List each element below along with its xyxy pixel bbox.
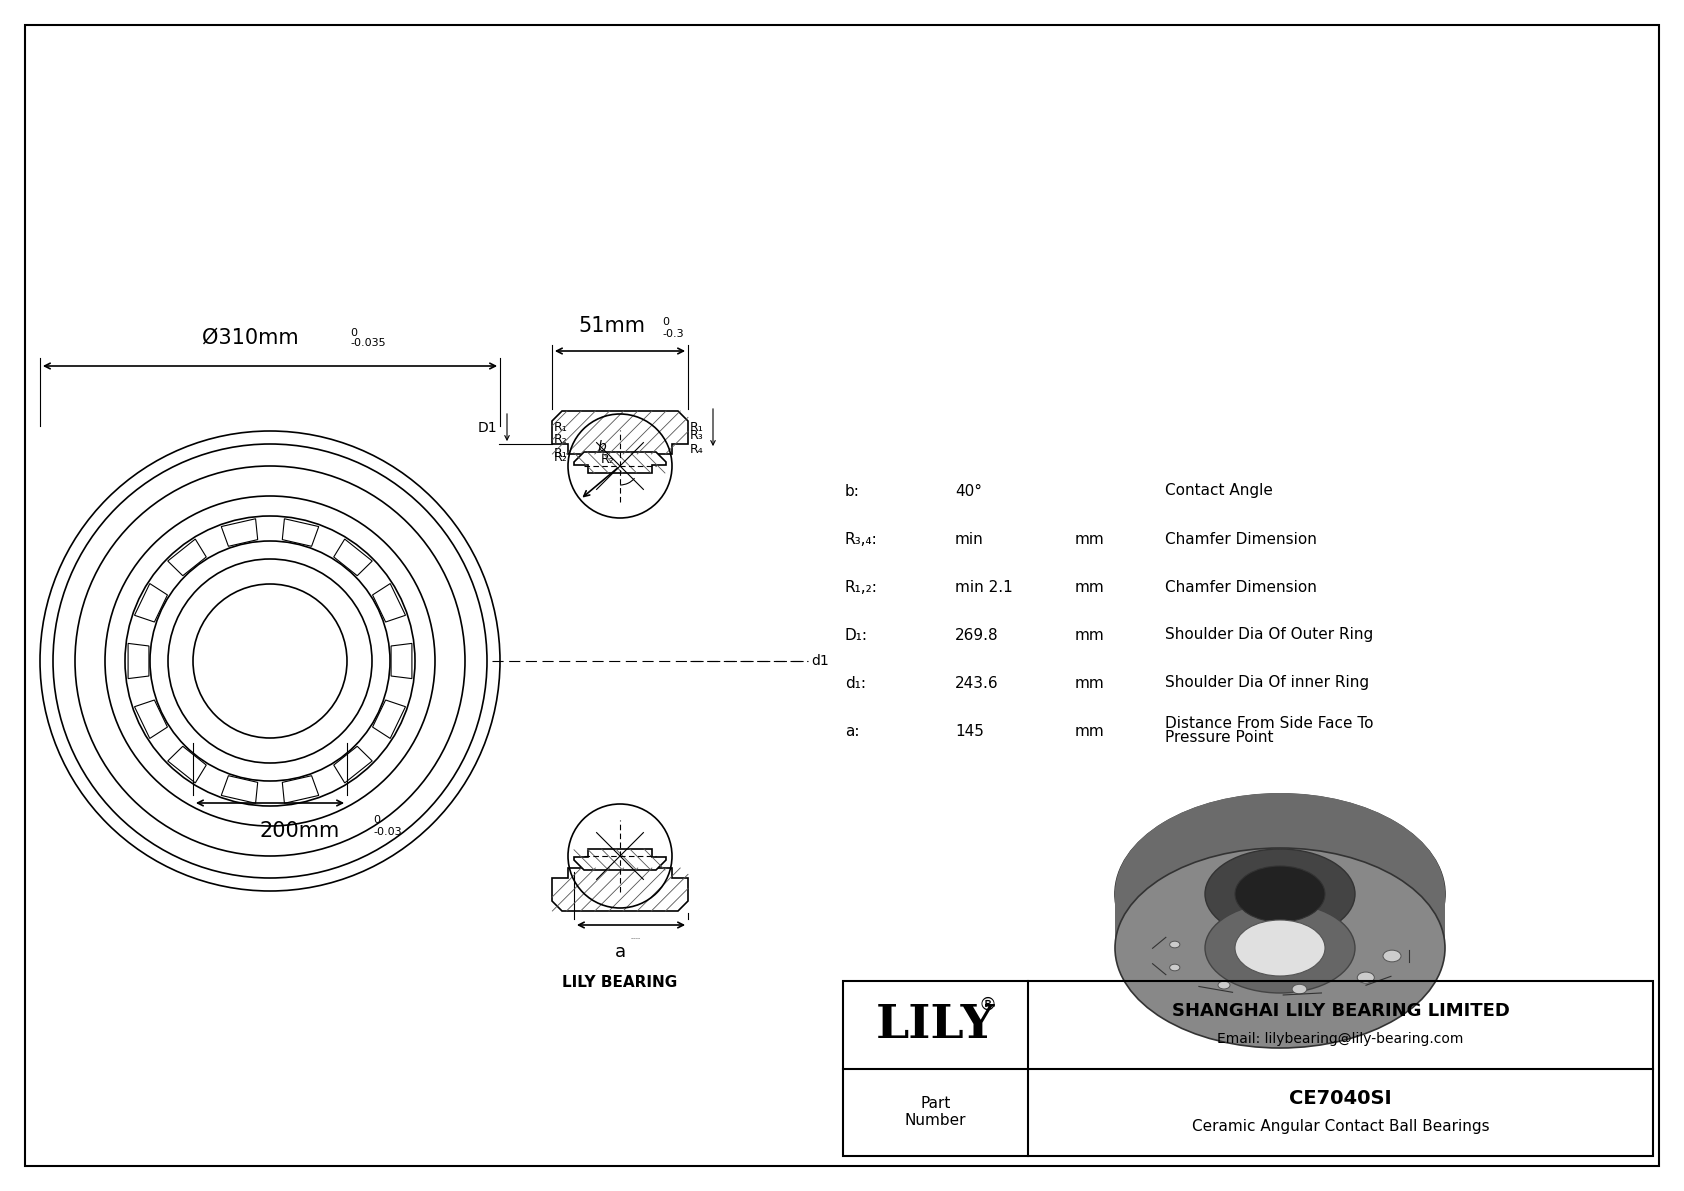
Ellipse shape	[1115, 829, 1445, 1029]
Ellipse shape	[1206, 903, 1356, 993]
Text: Email: lilybearing@lily-bearing.com: Email: lilybearing@lily-bearing.com	[1218, 1031, 1463, 1046]
Text: -0.035: -0.035	[350, 338, 386, 348]
Text: R₁: R₁	[554, 447, 568, 460]
Text: Contact Angle: Contact Angle	[1165, 484, 1273, 499]
Text: LILY: LILY	[876, 1002, 995, 1048]
Text: R₂: R₂	[554, 434, 568, 445]
Text: mm: mm	[1074, 580, 1105, 594]
Ellipse shape	[1115, 793, 1445, 993]
Ellipse shape	[1115, 847, 1445, 1047]
Text: Distance From Side Face To: Distance From Side Face To	[1165, 717, 1374, 731]
Text: R₁,₂:: R₁,₂:	[845, 580, 877, 594]
Ellipse shape	[1115, 844, 1445, 1045]
Text: Ceramic Angular Contact Ball Bearings: Ceramic Angular Contact Ball Bearings	[1192, 1118, 1489, 1134]
Text: R₂: R₂	[554, 451, 568, 464]
Text: R₃: R₃	[690, 429, 704, 442]
Ellipse shape	[1234, 866, 1325, 922]
Text: SHANGHAI LILY BEARING LIMITED: SHANGHAI LILY BEARING LIMITED	[1172, 1002, 1509, 1019]
Text: b:: b:	[845, 484, 861, 499]
Text: min 2.1: min 2.1	[955, 580, 1012, 594]
Ellipse shape	[1115, 813, 1445, 1014]
Ellipse shape	[1357, 972, 1374, 983]
Text: Pressure Point: Pressure Point	[1165, 730, 1273, 744]
Ellipse shape	[1115, 794, 1445, 994]
Text: 40°: 40°	[955, 484, 982, 499]
Text: b: b	[598, 439, 606, 454]
Ellipse shape	[1115, 819, 1445, 1019]
Text: mm: mm	[1074, 723, 1105, 738]
Polygon shape	[552, 411, 689, 454]
Text: Ø310mm: Ø310mm	[202, 328, 298, 348]
Polygon shape	[574, 849, 665, 869]
Text: a:: a:	[845, 723, 859, 738]
Text: 0: 0	[662, 317, 669, 328]
Bar	[844, 981, 1654, 1156]
Text: D₁:: D₁:	[845, 628, 867, 642]
Ellipse shape	[1115, 817, 1445, 1017]
Text: 145: 145	[955, 723, 983, 738]
Text: Shoulder Dia Of inner Ring: Shoulder Dia Of inner Ring	[1165, 675, 1369, 691]
Ellipse shape	[1115, 833, 1445, 1031]
Ellipse shape	[1383, 950, 1401, 962]
Text: D1: D1	[477, 420, 497, 435]
Text: Part
Number: Part Number	[904, 1096, 967, 1128]
Ellipse shape	[1115, 823, 1445, 1023]
Polygon shape	[574, 453, 665, 473]
Ellipse shape	[1115, 807, 1445, 1008]
Text: min: min	[955, 531, 983, 547]
Ellipse shape	[1292, 984, 1307, 993]
Ellipse shape	[1115, 799, 1445, 999]
Text: R₁: R₁	[690, 420, 704, 434]
Ellipse shape	[1115, 802, 1445, 1002]
Ellipse shape	[1115, 835, 1445, 1035]
Ellipse shape	[1115, 796, 1445, 996]
Text: 243.6: 243.6	[955, 675, 999, 691]
Text: Chamfer Dimension: Chamfer Dimension	[1165, 531, 1317, 547]
Text: mm: mm	[1074, 628, 1105, 642]
Text: R₁: R₁	[554, 420, 568, 434]
Text: a: a	[615, 943, 625, 961]
Text: mm: mm	[1074, 675, 1105, 691]
Text: 51mm: 51mm	[579, 316, 645, 336]
Ellipse shape	[1115, 805, 1445, 1005]
Text: Chamfer Dimension: Chamfer Dimension	[1165, 580, 1317, 594]
Ellipse shape	[1115, 827, 1445, 1025]
Ellipse shape	[1115, 841, 1445, 1041]
Text: R₄: R₄	[690, 443, 704, 456]
Text: d1: d1	[812, 654, 829, 668]
Text: 0: 0	[350, 328, 357, 338]
Text: ®: ®	[978, 996, 997, 1014]
Polygon shape	[552, 868, 689, 911]
Text: 269.8: 269.8	[955, 628, 999, 642]
Text: mm: mm	[1074, 531, 1105, 547]
Text: CE7040SI: CE7040SI	[1290, 1089, 1391, 1108]
Text: Shoulder Dia Of Outer Ring: Shoulder Dia Of Outer Ring	[1165, 628, 1372, 642]
Ellipse shape	[1170, 941, 1180, 948]
Ellipse shape	[1115, 848, 1445, 1048]
Text: R₃,₄:: R₃,₄:	[845, 531, 877, 547]
Text: 200mm: 200mm	[259, 821, 340, 841]
Text: LILY BEARING: LILY BEARING	[562, 975, 677, 990]
Ellipse shape	[1234, 919, 1325, 975]
Text: d₁:: d₁:	[845, 675, 866, 691]
Ellipse shape	[1115, 811, 1445, 1011]
Ellipse shape	[1218, 981, 1229, 989]
Text: -0.03: -0.03	[372, 827, 401, 837]
Ellipse shape	[1206, 849, 1356, 939]
Text: -0.3: -0.3	[662, 329, 684, 339]
Ellipse shape	[1170, 965, 1180, 971]
Ellipse shape	[1115, 838, 1445, 1039]
Text: 0: 0	[372, 815, 381, 825]
Text: R₂: R₂	[601, 453, 615, 466]
